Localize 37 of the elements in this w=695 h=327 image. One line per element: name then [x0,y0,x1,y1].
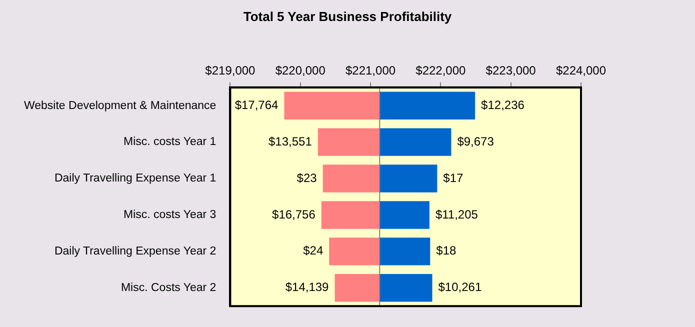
annotation: $13,551 [268,134,312,148]
bar [284,92,380,120]
y-tick-label: Misc. costs Year 1 [124,136,216,148]
x-tick-label: $222,000 [416,64,466,78]
chart-title: Total 5 Year Business Profitability [242,8,453,26]
x-tick-label: $220,000 [275,64,326,78]
bar [322,164,380,192]
bar [380,128,452,156]
bar [380,238,430,266]
x-tick-label: $221,000 [345,64,396,78]
x-tick-label: $219,000 [205,64,256,78]
annotation: $9,673 [457,134,494,148]
bar [321,201,380,229]
x-tick-label: $224,000 [556,64,606,78]
annotation: $16,756 [272,207,316,222]
annotation: $11,205 [435,207,478,222]
y-tick-label: Misc. Costs Year 2 [120,282,216,294]
annotation: $10,261 [438,280,482,294]
bar [380,92,476,120]
annotation: $14,139 [285,280,330,294]
y-tick-label: Misc. costs Year 3 [124,209,216,222]
annotation: $24 [303,244,324,258]
x-tick-label: $223,000 [486,64,536,78]
bar [329,238,380,266]
annotation: $18 [436,244,457,258]
y-tick-label: Website Development & Maintenance [24,100,216,112]
y-tick-label: Daily Travelling Expense Year 2 [54,246,216,258]
bar [380,164,438,192]
annotation: $17,764 [234,98,279,112]
annotation: $12,236 [481,98,525,112]
bar [318,128,380,156]
y-tick-label: Daily Travelling Expense Year 1 [54,172,216,185]
bar [380,274,432,302]
annotation: $23 [296,170,318,185]
annotation: $17 [443,170,464,185]
bar [334,274,380,302]
bar [380,201,430,229]
